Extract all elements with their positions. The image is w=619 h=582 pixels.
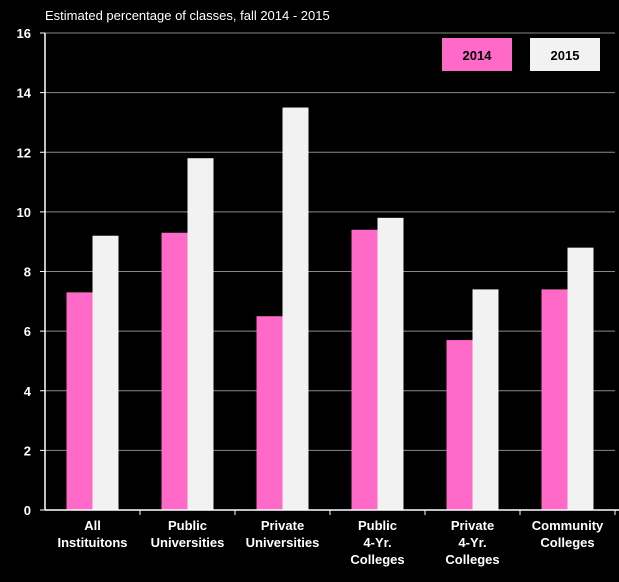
y-tick-label: 8 (24, 265, 31, 280)
x-tick-label: Community (532, 518, 604, 533)
bar-2015 (472, 289, 499, 510)
gridlines (45, 32, 615, 451)
y-tick-label: 10 (17, 205, 31, 220)
chart-subtitle: Estimated percentage of classes, fall 20… (45, 8, 330, 23)
y-tick-label: 2 (24, 443, 31, 458)
legend-swatch-2014 (442, 38, 512, 71)
y-tick-labels: 0 2 4 6 8 10 12 14 16 (17, 26, 32, 518)
x-tick-label: Universities (151, 535, 225, 550)
legend-label: 2014 (463, 48, 493, 63)
bar-2015 (187, 158, 214, 510)
bar-2014 (161, 232, 188, 510)
bar-2015 (92, 235, 119, 510)
y-tick-label: 4 (24, 384, 32, 399)
y-tick-label: 12 (17, 145, 31, 160)
x-tick-label: Colleges (445, 552, 499, 567)
x-tick-label: Instituitons (57, 535, 127, 550)
bar-2014 (66, 292, 93, 510)
x-tick-label: Colleges (540, 535, 594, 550)
bars (66, 107, 594, 510)
x-tick-label: Private (261, 518, 304, 533)
x-tick-label: 4-Yr. (363, 535, 391, 550)
bar-2015 (567, 247, 594, 510)
x-tick-label: All (84, 518, 101, 533)
x-tick-labels: All Instituitons Public Universities Private… (57, 518, 604, 567)
x-tick-label: 4-Yr. (458, 535, 486, 550)
bar-2014 (256, 316, 283, 510)
x-tick-label: Universities (246, 535, 320, 550)
axes (40, 32, 619, 515)
legend-swatch-2015 (530, 38, 600, 71)
y-tick-label: 16 (17, 26, 31, 41)
x-tick-label: Private (451, 518, 494, 533)
y-tick-label: 14 (17, 86, 32, 101)
bar-2015 (377, 217, 404, 510)
bar-2014 (541, 289, 568, 510)
y-tick-label: 0 (24, 503, 31, 518)
legend-label: 2015 (551, 48, 580, 63)
bar-2014 (446, 340, 473, 510)
bar-2015 (282, 107, 309, 510)
legend: 2014 2015 (442, 38, 600, 71)
x-tick-label: Public (168, 518, 207, 533)
bar-2014 (351, 229, 378, 510)
x-tick-label: Colleges (350, 552, 404, 567)
x-tick-label: Public (358, 518, 397, 533)
y-tick-label: 6 (24, 324, 31, 339)
